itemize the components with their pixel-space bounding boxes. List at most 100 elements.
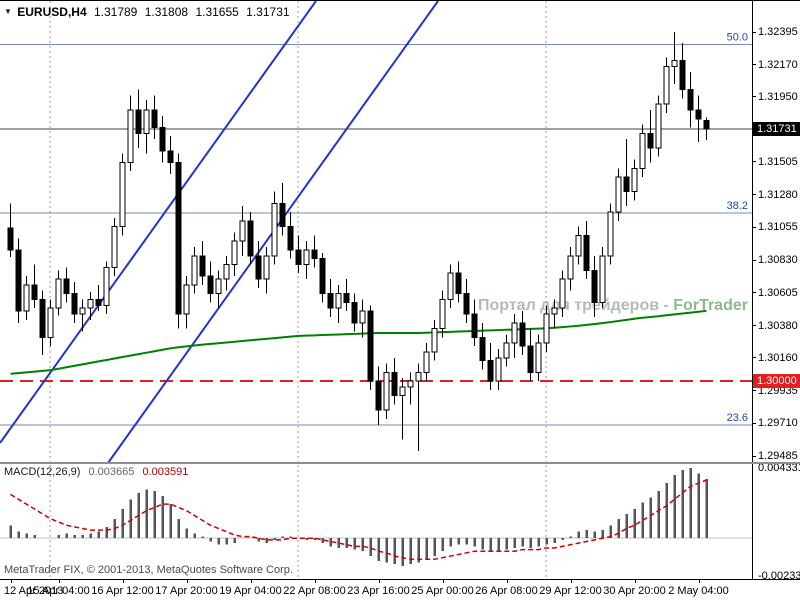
- price-axis-label: 1.31280: [758, 188, 798, 201]
- candle-body: [295, 249, 302, 266]
- price-axis-tick: [753, 422, 756, 424]
- price-axis[interactable]: 1.32395 1.32170 1.31950 1.31505 1.31280 1.310…: [752, 1, 800, 582]
- candle-body: [487, 360, 494, 382]
- main-chart-canvas[interactable]: 50.0 38.2 23.6: [0, 1, 752, 463]
- candle-body: [543, 313, 550, 344]
- time-axis-tick: [10, 580, 12, 583]
- current-price-box: 1.31731: [753, 121, 800, 136]
- ohlc-open: 1.31789: [93, 5, 138, 19]
- time-axis-label: 29 Apr 12:00: [539, 585, 602, 597]
- candle-body: [431, 328, 438, 353]
- fibonacci-label: 38.2: [727, 200, 748, 212]
- price-axis-label: 1.30380: [758, 319, 798, 332]
- candle-body: [303, 249, 310, 266]
- candle-body: [167, 150, 174, 163]
- candle-body: [87, 298, 94, 309]
- candle-body: [599, 255, 606, 303]
- price-axis-tick: [753, 96, 756, 98]
- candle-body: [415, 371, 422, 382]
- symbol-marker-icon: ▼: [4, 7, 12, 16]
- candle-body: [463, 293, 470, 315]
- candle-body: [39, 298, 46, 338]
- price-axis-tick: [753, 259, 756, 261]
- candle-body: [95, 298, 102, 306]
- candle-body: [159, 127, 166, 152]
- price-axis-tick: [753, 31, 756, 33]
- candle-body: [263, 255, 270, 280]
- candle-body: [535, 342, 542, 373]
- time-axis[interactable]: 12 Apr 2013 15 Apr 04:00 16 Apr 12:00 17 Ap…: [0, 579, 800, 600]
- chart-header: ▼ EURUSD,H4 1.31789 1.31808 1.31655 1.31…: [4, 5, 294, 19]
- candle-body: [311, 249, 318, 260]
- candle-body: [271, 202, 278, 257]
- trendline: [0, 1, 317, 444]
- candle-body: [631, 167, 638, 193]
- candle-body: [679, 59, 686, 91]
- candle-body: [7, 227, 14, 251]
- candle-body: [327, 293, 334, 309]
- candles: [7, 32, 710, 452]
- time-axis-tick: [378, 580, 380, 583]
- time-axis-label: 19 Apr 04:00: [219, 585, 282, 597]
- candle-body: [135, 109, 142, 134]
- watermark-text: Портал для трейдеров -: [478, 297, 674, 314]
- candle-body: [439, 298, 446, 330]
- price-axis-label: 1.31055: [758, 221, 798, 234]
- candle-body: [15, 249, 22, 312]
- candle-body: [639, 132, 646, 169]
- price-axis-tick: [753, 390, 756, 392]
- candle-body: [279, 202, 286, 228]
- time-axis-label: 25 Apr 00:00: [411, 585, 474, 597]
- price-axis-label: 1.32170: [758, 58, 798, 71]
- time-axis-tick: [506, 580, 508, 583]
- candle-body: [447, 272, 454, 300]
- price-axis-label: 1.31950: [758, 90, 798, 103]
- price-axis-tick: [753, 455, 756, 457]
- candle-body: [695, 109, 702, 120]
- macd-canvas[interactable]: [0, 465, 752, 579]
- candle-body: [31, 284, 38, 300]
- price-axis-tick: [753, 64, 756, 66]
- candle-body: [223, 264, 230, 280]
- time-axis-tick: [634, 580, 636, 583]
- candle-body: [559, 278, 566, 309]
- candle-body: [423, 351, 430, 373]
- candle-body: [519, 322, 526, 347]
- time-axis-tick: [58, 580, 60, 583]
- candle-body: [583, 234, 590, 271]
- moving-average-line: [10, 309, 707, 375]
- price-axis-label: 1.31505: [758, 155, 798, 168]
- candle-body: [63, 278, 70, 295]
- price-axis-label: 1.29710: [758, 417, 798, 430]
- candle-body: [623, 176, 630, 193]
- candle-body: [215, 278, 222, 295]
- candle-body: [407, 380, 414, 388]
- time-axis-tick: [698, 580, 700, 583]
- time-axis-label: 12 Apr 2013: [4, 585, 64, 597]
- candle-body: [343, 293, 350, 303]
- fibonacci-label: 23.6: [727, 412, 748, 424]
- price-axis-tick: [753, 357, 756, 359]
- candle-body: [247, 220, 254, 257]
- candle-body: [399, 386, 406, 397]
- ohlc-low: 1.31655: [195, 5, 239, 19]
- price-axis-label: 1.30830: [758, 254, 798, 267]
- candle-body: [111, 226, 118, 268]
- time-axis-label: 22 Apr 08:00: [283, 585, 346, 597]
- time-axis-tick: [250, 580, 252, 583]
- candle-body: [103, 266, 110, 306]
- candle-body: [367, 310, 374, 382]
- candle-body: [575, 234, 582, 257]
- price-axis-label: 1.30160: [758, 351, 798, 364]
- macd-indicator-label: MACD(12,26,9) 0.003665 0.003591: [4, 466, 188, 478]
- candle-body: [47, 307, 54, 338]
- candle-body: [191, 255, 198, 286]
- candle-body: [495, 357, 502, 382]
- panel-splitter[interactable]: [0, 462, 800, 464]
- candle-body: [231, 240, 238, 266]
- time-axis-label: 16 Apr 12:00: [91, 585, 154, 597]
- time-axis-label: 23 Apr 16:00: [347, 585, 410, 597]
- candle-body: [567, 255, 574, 280]
- candle-body: [207, 275, 214, 295]
